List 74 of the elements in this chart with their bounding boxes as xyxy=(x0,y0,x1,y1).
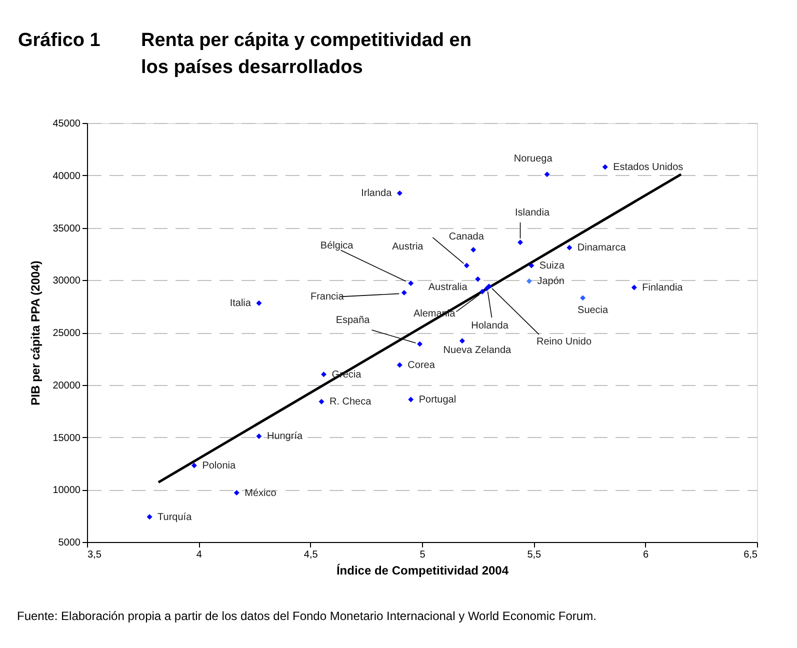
y-axis-title: PIB per cápita PPA (2004) xyxy=(28,260,43,406)
point xyxy=(396,190,402,196)
annotation: Islandia xyxy=(515,207,550,218)
x-tick-label: 6 xyxy=(643,550,650,560)
annotation: Noruega xyxy=(514,153,553,164)
annotation: México xyxy=(244,488,277,499)
x-tick-label: 4,5 xyxy=(304,550,318,560)
point xyxy=(146,514,152,520)
x-tick-label: 3,5 xyxy=(88,550,102,560)
y-tick-label: 5000 xyxy=(58,538,81,548)
y-tick-label: 30000 xyxy=(52,276,81,287)
point xyxy=(408,280,414,286)
x-tick-label: 4 xyxy=(196,550,202,560)
x-tick-label: 6,5 xyxy=(744,550,758,560)
annotation: Austria xyxy=(392,241,424,252)
annotation: Suecia xyxy=(578,304,609,316)
point xyxy=(528,262,534,268)
y-tick-label: 35000 xyxy=(52,223,81,234)
annotation: España xyxy=(336,315,370,326)
point xyxy=(401,290,407,296)
y-tick-label: 15000 xyxy=(52,432,81,444)
source-note: Fuente: Elaboración propia a partir de los datos del Fondo Monetario Internacional y World Economic Forum. xyxy=(17,609,596,623)
point xyxy=(486,284,492,290)
x-axis-title: Índice de Competitividad 2004 xyxy=(336,564,509,578)
y-tick-label: 20000 xyxy=(52,380,81,392)
point xyxy=(396,362,402,368)
point xyxy=(320,372,326,378)
annotation: Japón xyxy=(537,276,564,288)
point xyxy=(631,284,637,290)
point xyxy=(602,164,608,170)
annotation: Holanda xyxy=(471,320,509,332)
annotation: Nueva Zelanda xyxy=(443,344,512,356)
annotation: Italia xyxy=(230,298,252,310)
annotation: Estados Unidos xyxy=(613,162,684,173)
point xyxy=(256,433,262,439)
x-tick-label: 5,5 xyxy=(527,550,542,560)
annotation: Portugal xyxy=(418,394,456,406)
annotation: Australia xyxy=(428,282,468,294)
y-tick-label: 10000 xyxy=(52,485,81,496)
point xyxy=(526,278,532,284)
annotation: Reino Unido xyxy=(536,336,592,348)
y-tick-label: 45000 xyxy=(52,118,81,130)
x-tick-label: 5 xyxy=(420,550,426,560)
annotation: Francia xyxy=(310,292,344,303)
annotation: R. Checa xyxy=(330,396,372,408)
annotation: Polonia xyxy=(202,460,236,472)
point xyxy=(318,398,324,404)
point xyxy=(464,262,470,268)
point xyxy=(518,240,524,246)
point xyxy=(566,244,572,250)
y-tick-label: 40000 xyxy=(52,170,81,182)
point xyxy=(408,396,414,402)
chart-title: Gráfico 1 xyxy=(18,30,101,51)
annotation: Suiza xyxy=(539,260,565,272)
point xyxy=(480,288,486,294)
point xyxy=(470,247,476,252)
point xyxy=(191,462,197,468)
annotation: Finlandia xyxy=(642,282,684,294)
point xyxy=(417,341,423,347)
point xyxy=(234,490,240,496)
annotation: Corea xyxy=(408,360,436,371)
point xyxy=(256,300,262,306)
annotation: Canada xyxy=(448,232,484,243)
annotation: Dinamarca xyxy=(577,242,626,254)
y-tick-label: 25000 xyxy=(52,328,81,339)
annotation: Irlanda xyxy=(361,188,392,200)
annotation: Turquía xyxy=(158,512,192,523)
point xyxy=(475,276,481,282)
annotation: Hungría xyxy=(266,431,303,442)
point xyxy=(459,338,465,344)
annotation: Bélgica xyxy=(320,240,354,252)
chart-subtitle: Renta per cápita y competitividad en los países desarrollados xyxy=(141,30,472,78)
point xyxy=(580,295,586,301)
point xyxy=(544,172,550,178)
